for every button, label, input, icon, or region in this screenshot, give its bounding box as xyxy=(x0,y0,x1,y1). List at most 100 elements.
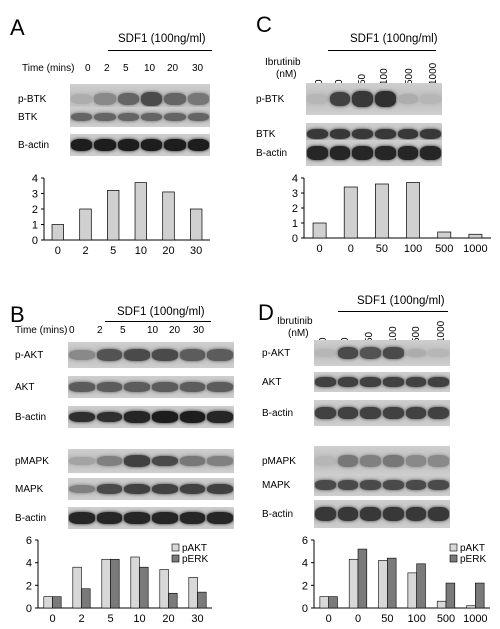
legend-label: pAKT xyxy=(182,543,207,554)
bar-pakt xyxy=(319,596,329,609)
bar xyxy=(375,183,389,239)
x-tick-label: 1000 xyxy=(463,613,487,625)
blot-row-label: B-actin xyxy=(15,412,47,423)
blot-band xyxy=(207,411,233,423)
panel-label-c: C xyxy=(256,12,272,37)
y-tick-label: 4 xyxy=(302,558,308,570)
blot-band xyxy=(71,94,93,104)
blot-band xyxy=(360,347,381,359)
blot-band xyxy=(152,455,178,467)
blot-band xyxy=(124,483,150,495)
blot-band xyxy=(164,139,186,151)
condition-label: 20 xyxy=(169,325,181,336)
blot-band xyxy=(352,128,373,140)
x-tick-label: 10 xyxy=(133,613,145,625)
blot-band xyxy=(96,512,123,524)
blot-row-label: BTK xyxy=(256,129,276,140)
panel-b-treatment: SDF1 (100ng/ml) xyxy=(117,306,205,318)
bar-pakt xyxy=(130,556,140,609)
blot-row-label: B-actin xyxy=(15,513,47,524)
blot-band xyxy=(329,146,351,160)
western-blot-strip xyxy=(68,376,234,398)
blot-band xyxy=(71,112,93,122)
bar-pakt xyxy=(43,596,53,609)
western-blot-strip xyxy=(68,449,234,473)
blot-band xyxy=(207,382,233,392)
blot-band xyxy=(94,112,116,122)
blot-band xyxy=(164,112,186,122)
y-tick-label: 0 xyxy=(292,233,298,245)
blot-band xyxy=(383,377,404,387)
blot-band xyxy=(405,479,427,490)
legend-label: pERK xyxy=(182,554,208,565)
panel-b-col-header: Time (mins) xyxy=(15,325,68,336)
blot-band xyxy=(360,455,381,467)
y-tick-label: 1 xyxy=(32,220,38,232)
x-tick-label: 20 xyxy=(162,613,174,625)
bar-perk xyxy=(139,566,149,609)
blot-band xyxy=(383,347,404,359)
blot-row-label: MAPK xyxy=(262,480,291,491)
bar-pakt xyxy=(159,569,169,609)
bar xyxy=(343,186,358,239)
blot-band xyxy=(375,128,396,140)
blot-band xyxy=(352,146,373,160)
condition-label: 30 xyxy=(192,63,204,74)
blot-band xyxy=(352,91,373,107)
y-tick-label: 2 xyxy=(26,580,32,592)
western-blot-strip xyxy=(314,340,450,366)
bar xyxy=(162,191,175,241)
legend-label: pAKT xyxy=(460,543,485,554)
blot-band xyxy=(179,382,206,392)
bar xyxy=(134,182,147,241)
condition-label: 5 xyxy=(123,63,129,74)
blot-band xyxy=(428,349,449,357)
blot-band xyxy=(428,455,449,467)
blot-row-label: MAPK xyxy=(15,484,44,495)
y-tick-label: 4 xyxy=(292,173,298,185)
blot-band xyxy=(360,507,381,521)
bar-perk xyxy=(387,557,397,609)
blot-band xyxy=(405,455,427,467)
blot-band xyxy=(141,112,163,122)
blot-band xyxy=(375,146,396,160)
bar-pakt xyxy=(436,600,447,609)
y-tick-label: 2 xyxy=(302,580,308,592)
panel-a-treatment: SDF1 (100ng/ml) xyxy=(118,33,206,45)
y-tick-label: 3 xyxy=(32,189,38,201)
legend-swatch xyxy=(171,554,180,563)
blot-band xyxy=(124,349,150,361)
panel-c-treatment: SDF1 (100ng/ml) xyxy=(350,33,438,45)
blot-row-label: p-AKT xyxy=(262,348,291,359)
y-tick-label: 6 xyxy=(26,535,32,547)
blot-band xyxy=(117,92,139,106)
western-blot-strip xyxy=(306,140,442,166)
y-tick-label: 1 xyxy=(292,218,298,230)
blot-band xyxy=(207,456,233,466)
y-tick-label: 0 xyxy=(26,603,32,615)
blot-band xyxy=(207,483,233,495)
blot-band xyxy=(69,512,95,524)
blot-row-label: p-BTK xyxy=(18,94,47,105)
western-blot-strip xyxy=(68,507,234,529)
condition-label: 0 xyxy=(85,63,91,74)
blot-band xyxy=(360,377,381,387)
legend-swatch xyxy=(171,543,180,552)
western-blot-strip xyxy=(70,107,210,127)
blot-band xyxy=(124,382,150,392)
western-blot-strip xyxy=(314,446,450,476)
condition-label: 30 xyxy=(193,325,205,336)
blot-band xyxy=(315,479,336,490)
blot-band xyxy=(405,507,427,521)
blot-band xyxy=(117,112,139,122)
legend-swatch xyxy=(449,543,458,552)
y-tick-label: 4 xyxy=(32,173,38,185)
panel-a-chart: 01234pBKT normalisedto total BKT02510203… xyxy=(32,173,210,257)
panel-c-treatment-bar xyxy=(328,50,436,51)
bar xyxy=(468,233,483,239)
blot-band xyxy=(152,382,178,392)
western-blot-strip xyxy=(314,474,450,496)
blot-band xyxy=(405,406,427,420)
condition-label: 20 xyxy=(167,63,179,74)
blot-band xyxy=(383,406,404,420)
